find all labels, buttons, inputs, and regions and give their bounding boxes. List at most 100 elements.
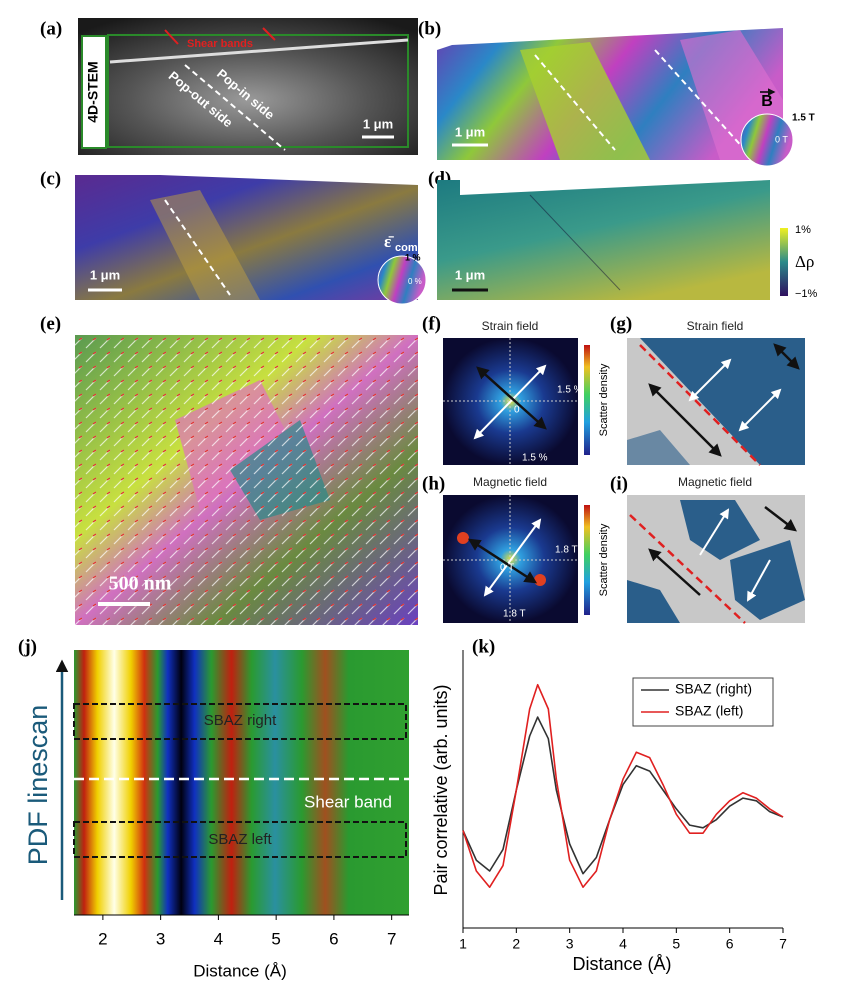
colorbar-label: −1% — [795, 288, 818, 300]
legend-label: SBAZ (right) — [675, 681, 752, 697]
series-line — [462, 716, 784, 875]
panel-label: (c) — [40, 168, 61, 189]
dash-line — [534, 54, 616, 151]
panel-label: (f) — [422, 313, 441, 334]
colorbar — [584, 345, 590, 455]
color-wheel — [740, 113, 794, 167]
roi-box — [73, 821, 407, 858]
arrow — [262, 27, 276, 41]
arrow — [467, 538, 538, 584]
dash-line — [184, 64, 286, 151]
axis-value: 1.5 % — [557, 385, 583, 396]
dash-line — [654, 49, 746, 151]
domain — [680, 500, 760, 560]
panel-title: Magnetic field — [678, 475, 752, 489]
arrow — [773, 343, 800, 370]
arrow — [699, 508, 730, 556]
pdf-heatmap — [74, 650, 409, 915]
arrow — [648, 548, 701, 596]
annotation: Shear band — [304, 792, 392, 811]
x-tick-label: 3 — [156, 929, 165, 948]
axis-value: 0 T — [500, 563, 514, 574]
x-tick-label: 2 — [98, 929, 107, 948]
dash-line — [164, 199, 231, 296]
arrow — [738, 388, 782, 432]
x-tick-label: 2 — [512, 936, 520, 952]
scale-label: 1 μm — [455, 267, 485, 282]
colorbar — [584, 505, 590, 615]
edge — [109, 38, 409, 64]
hotspot — [457, 532, 469, 544]
label-box — [81, 35, 107, 149]
y-axis-label: Pair correlative (arb. units) — [431, 684, 451, 895]
colorbar-label: 1% — [795, 224, 811, 236]
panel-label: (b) — [418, 18, 441, 39]
x-tick-label: 7 — [387, 929, 396, 948]
stem-image — [78, 18, 418, 155]
roi-frame — [107, 34, 409, 148]
colorbar-title: Scatter density — [598, 363, 610, 436]
y-axis-label: PDF linescan — [23, 705, 53, 866]
wheel-label: 0 % — [408, 277, 422, 286]
legend-box — [632, 677, 774, 727]
panel-label: (e) — [40, 313, 61, 334]
colorbar — [780, 228, 788, 296]
arrow — [747, 559, 771, 602]
x-tick-label: 1 — [459, 936, 467, 952]
panel-label: (g) — [610, 313, 632, 334]
scale-label: 1 μm — [363, 116, 393, 131]
grain — [520, 42, 650, 160]
scale-label: 1 μm — [455, 124, 485, 139]
wheel-label: ε̄ — [384, 232, 394, 251]
annotation: SBAZ left — [208, 831, 272, 848]
wheel-label: 1.5 T — [792, 113, 815, 124]
panel-label: (h) — [422, 473, 445, 494]
wheel-label: B — [761, 93, 773, 110]
x-tick-label: 7 — [779, 936, 787, 952]
x-tick-label: 3 — [566, 936, 574, 952]
panel-title: Magnetic field — [473, 475, 547, 489]
method-label: 4D-STEM — [85, 61, 101, 122]
arrow — [164, 29, 179, 45]
panel-label: (j) — [18, 636, 37, 657]
roi-box — [73, 703, 407, 740]
series-line — [462, 683, 784, 888]
domain — [627, 580, 680, 623]
panel-title: Strain field — [482, 319, 539, 333]
x-tick-label: 5 — [672, 936, 680, 952]
density-map — [437, 180, 770, 300]
x-tick-label: 5 — [271, 929, 280, 948]
panel-title: Strain field — [687, 319, 744, 333]
color-wheel — [377, 255, 427, 305]
annotation: Shear bands — [187, 38, 253, 50]
scale-label: 1 μm — [90, 267, 120, 282]
x-axis-label: Distance (Å) — [193, 961, 287, 980]
wheel-label: 1 % — [405, 252, 421, 262]
domain — [640, 338, 805, 465]
legend-label: SBAZ (left) — [675, 703, 743, 719]
hotspot — [534, 574, 546, 586]
x-tick-label: 4 — [619, 936, 627, 952]
axis-value: 1.8 T — [503, 609, 526, 620]
x-axis-label: Distance (Å) — [572, 954, 671, 974]
wheel-label: 0 T — [775, 134, 788, 144]
arrow — [648, 383, 722, 457]
x-tick-label: 4 — [214, 929, 223, 948]
x-tick-label: 6 — [726, 936, 734, 952]
colorbar-title: Δρ — [795, 252, 814, 271]
dash-line — [629, 514, 746, 624]
panel-label: (k) — [472, 636, 495, 657]
colorbar-title: Scatter density — [598, 523, 610, 596]
axis-value: 1.5 % — [522, 453, 548, 464]
x-tick-label: 6 — [329, 929, 338, 948]
arrow — [764, 506, 797, 532]
annotation: SBAZ right — [204, 712, 277, 729]
boundary — [529, 194, 621, 291]
axis-value: 1.8 T — [555, 545, 578, 556]
wheel-label: com — [395, 242, 418, 254]
axis-value: 0 — [514, 405, 520, 416]
vector-field — [75, 335, 418, 625]
scale-label: 500 nm — [109, 573, 172, 595]
panel-label: (i) — [610, 473, 628, 494]
